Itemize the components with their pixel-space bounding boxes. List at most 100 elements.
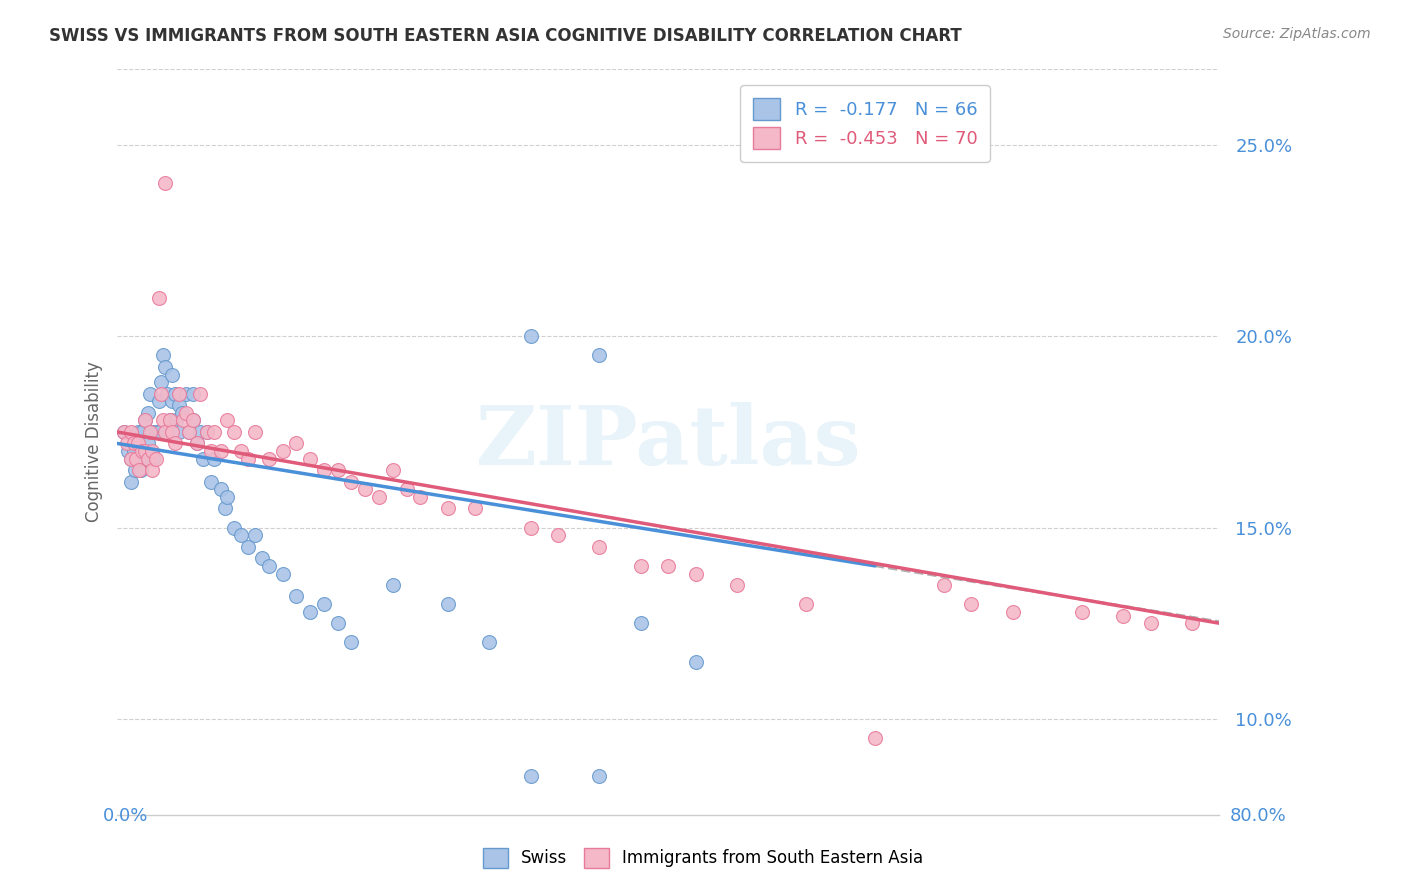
Point (478, 635, 501, 649)
Point (120, 451, 142, 466)
Point (285, 436, 308, 450)
Point (152, 348, 174, 362)
Point (165, 413, 187, 427)
Point (685, 655, 707, 669)
Point (794, 597, 817, 611)
Point (547, 528, 569, 542)
Point (145, 451, 167, 466)
Point (519, 521, 541, 535)
Point (134, 444, 156, 458)
Point (381, 578, 404, 592)
Point (657, 558, 679, 573)
Point (141, 444, 163, 458)
Point (243, 425, 266, 439)
Point (112, 425, 135, 439)
Point (162, 425, 184, 439)
Point (299, 451, 322, 466)
Point (139, 386, 162, 401)
Point (236, 540, 259, 554)
Point (155, 425, 177, 439)
Point (177, 425, 200, 439)
Point (395, 483, 418, 497)
Point (250, 551, 273, 566)
Point (170, 406, 193, 420)
Point (131, 425, 153, 439)
Point (588, 769, 610, 783)
Point (148, 291, 170, 305)
Point (120, 475, 142, 489)
Point (159, 413, 181, 427)
Point (112, 425, 135, 439)
Point (630, 616, 652, 631)
Point (1112, 608, 1135, 623)
Point (1001, 605, 1024, 619)
Point (409, 490, 432, 504)
Point (125, 451, 148, 466)
Point (128, 451, 150, 466)
Point (200, 475, 222, 489)
Point (177, 425, 200, 439)
Text: 80.0%: 80.0% (1230, 807, 1286, 825)
Point (1070, 605, 1092, 619)
Point (464, 501, 486, 516)
Point (312, 597, 335, 611)
Point (195, 425, 218, 439)
Point (136, 406, 159, 420)
Point (191, 451, 214, 466)
Point (131, 444, 153, 458)
Point (150, 386, 173, 401)
Point (217, 413, 239, 427)
Point (202, 451, 225, 466)
Point (174, 386, 197, 401)
Point (165, 436, 187, 450)
Point (148, 425, 170, 439)
Point (231, 528, 253, 542)
Point (156, 386, 179, 401)
Text: Source: ZipAtlas.com: Source: ZipAtlas.com (1223, 27, 1371, 41)
Point (209, 444, 232, 458)
Point (129, 463, 152, 477)
Point (1139, 616, 1161, 631)
Point (725, 578, 748, 592)
Point (257, 451, 280, 466)
Point (214, 501, 236, 516)
Point (519, 329, 541, 343)
Point (141, 425, 163, 439)
Point (224, 425, 246, 439)
Point (186, 436, 208, 450)
Point (188, 425, 211, 439)
Point (257, 558, 280, 573)
Point (932, 578, 955, 592)
Point (437, 501, 460, 516)
Point (122, 444, 145, 458)
Point (224, 521, 246, 535)
Point (155, 359, 177, 374)
Point (167, 425, 190, 439)
Text: 0.0%: 0.0% (103, 807, 148, 825)
Point (200, 444, 222, 458)
Point (271, 566, 294, 581)
Point (115, 436, 138, 450)
Point (312, 463, 335, 477)
Point (354, 483, 377, 497)
Point (172, 413, 194, 427)
Point (188, 386, 211, 401)
Point (128, 463, 150, 477)
Point (167, 386, 190, 401)
Point (134, 451, 156, 466)
Point (202, 425, 225, 439)
Point (1181, 616, 1204, 631)
Legend: Swiss, Immigrants from South Eastern Asia: Swiss, Immigrants from South Eastern Asi… (477, 841, 929, 875)
Point (120, 451, 142, 466)
Point (299, 605, 322, 619)
Point (145, 425, 167, 439)
Point (134, 413, 156, 427)
Point (195, 425, 218, 439)
Point (326, 463, 349, 477)
Point (136, 451, 159, 466)
Point (243, 528, 266, 542)
Point (340, 635, 363, 649)
Legend: R =  -0.177   N = 66, R =  -0.453   N = 70: R = -0.177 N = 66, R = -0.453 N = 70 (741, 85, 990, 161)
Point (159, 413, 181, 427)
Point (588, 348, 610, 362)
